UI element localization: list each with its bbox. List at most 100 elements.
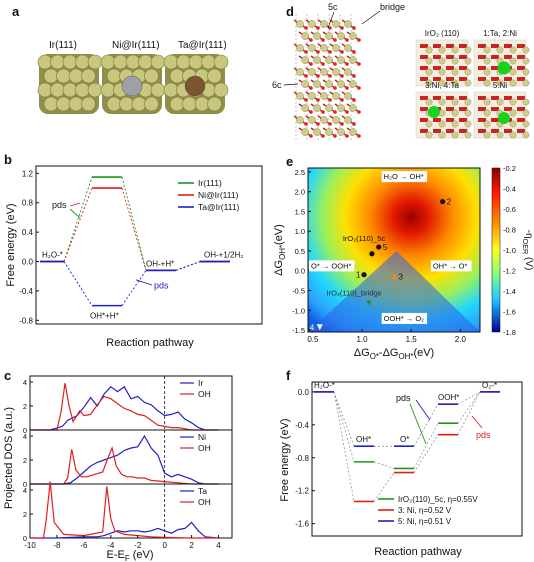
ir-atom	[138, 54, 153, 70]
o-bridge	[491, 55, 499, 59]
ir-atom	[337, 128, 345, 136]
slab-ir-atom	[451, 57, 459, 65]
slab-ir-atom	[464, 98, 472, 106]
o-bridge	[504, 96, 512, 100]
connector-2-2	[413, 404, 439, 447]
o-bridge	[504, 107, 512, 111]
ir-atom	[313, 80, 321, 88]
o-bridge	[420, 55, 428, 59]
connector-2-1	[121, 270, 147, 306]
x-axis-label: Reaction pathway	[374, 546, 462, 558]
dos-curve-1-1	[30, 446, 219, 485]
ir-atom	[119, 96, 134, 112]
region-right: OH* → O*	[433, 261, 468, 270]
ir-atom	[344, 92, 352, 100]
o-bridge	[446, 129, 454, 133]
ir-atom	[332, 116, 340, 124]
ir-atom	[344, 116, 352, 124]
region-left-box	[309, 260, 355, 272]
slab-ir-atom	[496, 131, 504, 139]
slab-ir-atom	[483, 57, 491, 65]
xtick-label: 0.5	[307, 335, 319, 344]
o-atom	[304, 26, 308, 30]
ir-atom	[301, 128, 309, 136]
o-bridge	[491, 107, 499, 111]
dos-ytick-label: 0	[23, 426, 27, 435]
o-atom	[357, 134, 361, 138]
dos-ytick-label: 2	[23, 402, 27, 411]
ytick-label: 0.0	[298, 388, 310, 397]
ir-atom	[150, 82, 166, 98]
ir-atom	[332, 68, 340, 76]
pds-label-2: pds	[476, 430, 491, 440]
slab-ir-atom	[522, 46, 530, 54]
o-bridge	[491, 66, 499, 70]
region-left: O* → OOH*	[311, 261, 352, 270]
dos-legend-metal: Ta	[198, 486, 207, 496]
ir-atom	[43, 96, 59, 112]
connector-0-0	[333, 391, 355, 462]
pointer-6c	[283, 83, 299, 86]
ytick-label: 2.0	[295, 188, 305, 197]
ir-atom	[337, 56, 345, 64]
o-atom	[340, 50, 344, 54]
ir-atom	[100, 82, 116, 98]
slab-ir-atom	[509, 109, 517, 117]
ir-atom	[163, 82, 179, 98]
ir-atom	[201, 54, 216, 70]
panel-d: d 5c bridge 6c IrO₂ (110) 1:Ta, 2:Ni 3:Ni, 4:…	[268, 0, 534, 148]
xtick-label: 1.5	[406, 335, 418, 344]
connector-0-1	[373, 461, 395, 469]
x-axis-label: ΔGO*-ΔGOH*(eV)	[354, 347, 434, 361]
cbar-label: -ηOER (V)	[521, 230, 534, 271]
pds-arrow-blue	[135, 279, 153, 286]
ir-atom	[320, 68, 328, 76]
dos-xtick-label: 0	[162, 541, 167, 550]
ir-atom	[308, 116, 316, 124]
pds-arrow-green	[409, 403, 427, 445]
o-bridge	[491, 129, 499, 133]
data-point-5	[369, 251, 375, 257]
o-atom	[309, 110, 313, 114]
panel-a-title-0: Ir(111)	[49, 40, 77, 51]
slab-ir-atom	[522, 79, 530, 87]
pds-label-1: pds	[52, 200, 67, 210]
o-bridge	[478, 107, 486, 111]
pds-arrow-red	[69, 202, 81, 207]
slab-ir-atom	[509, 131, 517, 139]
data-point-label-2: 3	[398, 273, 403, 282]
o-bridge	[446, 44, 454, 48]
slab-ir-atom	[425, 98, 433, 106]
ytick-label: 1.2	[22, 169, 34, 178]
o-bridge	[433, 118, 441, 122]
o-bridge	[478, 44, 486, 48]
slab-dopant-1	[497, 61, 511, 75]
ir-atom	[325, 56, 333, 64]
o-bridge	[491, 118, 499, 122]
ir-atom	[332, 44, 340, 52]
o-atom	[316, 50, 320, 54]
low-region	[308, 250, 480, 332]
dos-xtick-label: -10	[24, 541, 36, 550]
ytick-label: 0.5	[295, 247, 305, 256]
ir-atom	[308, 20, 316, 28]
panel-a: a Ir(111) Ni@Ir(111) Ta@Ir(111)	[0, 0, 260, 140]
slab-ir-atom	[438, 120, 446, 128]
panel-d-structures: 5c bridge 6c IrO₂ (110) 1:Ta, 2:Ni 3:Ni, 4:Ta…	[272, 2, 530, 142]
data-point-label-4: 5	[383, 243, 388, 252]
ir-atom	[344, 20, 352, 28]
label-5c: 5c	[328, 2, 338, 12]
ir-atom	[144, 68, 159, 84]
step-label-ooh: OOH*	[438, 393, 459, 402]
ir-atom	[62, 54, 78, 70]
o-bridge	[459, 77, 467, 81]
step-label-oh-h2: OH-+1/2H₂	[204, 251, 243, 260]
o-atom	[357, 62, 361, 66]
ytick-label: 0.4	[22, 228, 34, 237]
o-atom	[309, 134, 313, 138]
o-bridge	[517, 77, 525, 81]
dos-curve-0-1	[30, 383, 219, 431]
ir-atom	[313, 56, 321, 64]
o-bridge	[459, 44, 467, 48]
slab-ir-atom	[522, 98, 530, 106]
